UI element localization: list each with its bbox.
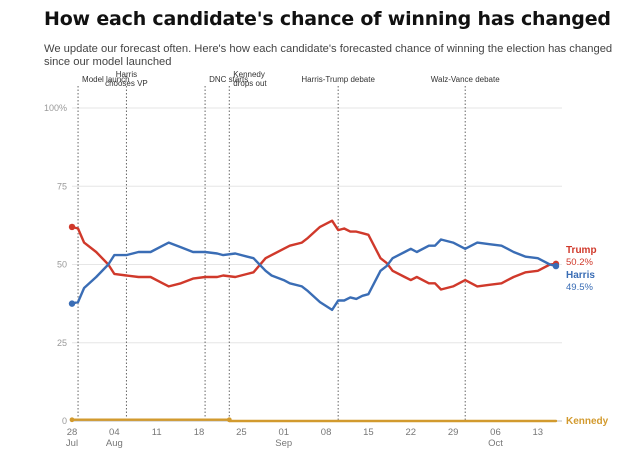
y-tick-label: 25 — [57, 338, 67, 348]
x-tick-day: 06 — [490, 427, 501, 438]
event-label: Harris-Trump debate — [301, 75, 375, 84]
series-end-dot — [226, 417, 232, 423]
x-tick-month: Oct — [488, 438, 503, 449]
series-name-label: Kennedy — [566, 416, 609, 427]
x-tick-day: 25 — [236, 427, 247, 438]
chart-title: How each candidate's chance of winning h… — [44, 8, 611, 30]
series-line-harris[interactable] — [70, 238, 558, 312]
series-start-dot — [69, 417, 75, 423]
x-tick-day: 28 — [67, 427, 78, 438]
event-label: Harris chooses VP — [105, 70, 148, 88]
x-tick-day: 18 — [194, 427, 205, 438]
x-tick-day: 22 — [405, 427, 416, 438]
series-start-dot — [68, 223, 76, 231]
x-tick-day: 04 — [109, 427, 120, 438]
gridlines — [72, 107, 562, 422]
x-tick-day: 15 — [363, 427, 374, 438]
series-value-label: 49.5% — [566, 282, 593, 293]
y-tick-label: 50 — [57, 260, 67, 270]
event-label: Model launch — [82, 75, 130, 84]
x-tick-day: 13 — [533, 427, 544, 438]
series-value-label: 50.2% — [566, 257, 593, 268]
chart-subtitle: We update our forecast often. Here's how… — [44, 43, 613, 68]
x-tick-month: Aug — [106, 438, 123, 449]
series-end-dot — [552, 262, 560, 270]
event-label: Kennedy drops out — [233, 70, 267, 88]
x-tick-day: 11 — [152, 427, 162, 438]
series-line-kennedy[interactable] — [70, 418, 558, 423]
series-line-trump[interactable] — [70, 219, 558, 291]
series-name-label: Trump — [566, 245, 597, 256]
y-tick-label: 0 — [62, 416, 67, 426]
x-tick-day: 01 — [278, 427, 289, 438]
series-lines[interactable] — [68, 219, 560, 423]
series-start-dot — [68, 300, 76, 307]
x-tick-day: 08 — [321, 427, 332, 438]
event-label: DNC starts — [209, 75, 248, 84]
y-tick-label: 75 — [57, 181, 67, 191]
event-label: Walz-Vance debate — [431, 75, 500, 84]
x-tick-day: 29 — [448, 427, 459, 438]
series-name-label: Harris — [566, 270, 595, 281]
x-tick-month: Sep — [275, 438, 292, 449]
x-tick-month: Jul — [66, 438, 78, 449]
y-tick-label: 100% — [44, 103, 67, 113]
y-axis: 0 25 50 75 100% — [44, 103, 67, 426]
